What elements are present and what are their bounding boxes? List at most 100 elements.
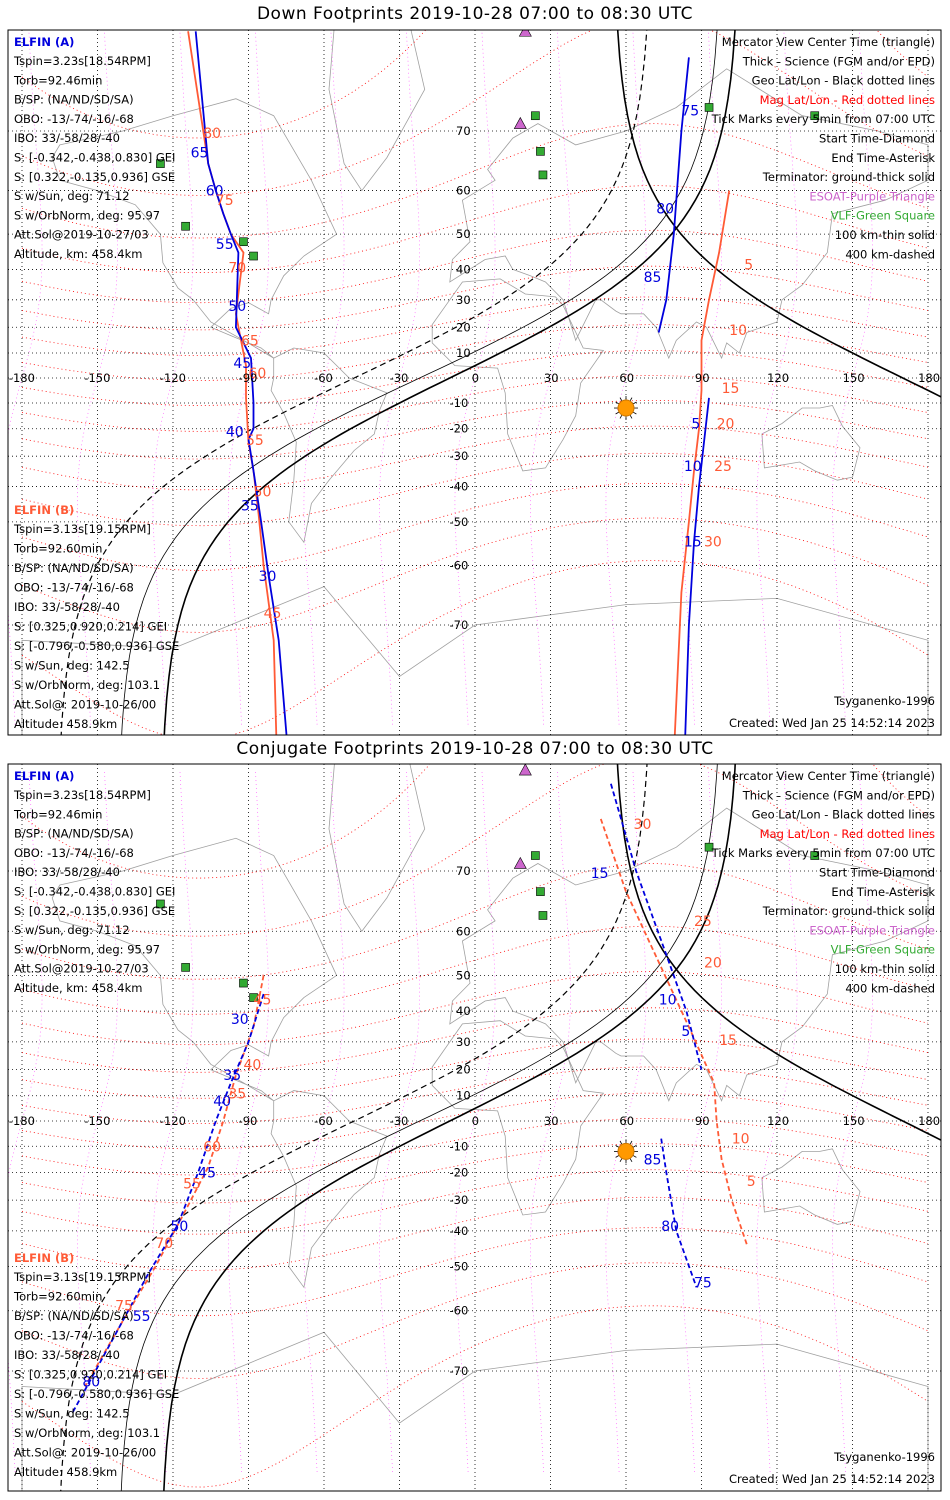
lat-tick-label: -30 (450, 449, 469, 463)
legend-item: Start Time-Diamond (819, 132, 935, 146)
track-label-b: 5 (747, 1174, 756, 1190)
legend-item: Thick - Science (FGM and/or EPD) (742, 54, 935, 68)
lon-tick-label: -120 (160, 1114, 186, 1128)
coastline (431, 278, 605, 472)
track-label-b: 60 (203, 1139, 221, 1155)
legend-item: 100 km-thin solid (835, 228, 935, 242)
vlf-station-icon (249, 251, 258, 261)
mag-meridian (681, 769, 722, 1473)
track-label-b: 75 (115, 1299, 133, 1315)
lon-tick-label: 60 (619, 1114, 634, 1128)
legend-item: Terminator: ground-thick solid (762, 170, 935, 184)
vlf-station-icon (181, 963, 190, 972)
elfin-a-info-line: OBO: -13/-74/-16/-68 (14, 846, 134, 860)
model-label: Tsyganenko-1996 (833, 694, 935, 708)
elfin-b-info-line: S w/Sun, deg: 142.5 (14, 1407, 130, 1421)
track-label-b: 70 (155, 1236, 173, 1252)
mag-meridian (228, 769, 269, 1473)
mag-meridian (832, 31, 873, 725)
vlf-station-icon (181, 221, 190, 231)
mag-parallel (21, 1118, 929, 1176)
vlf-station-icon (156, 159, 165, 168)
coastline (21, 1331, 929, 1491)
vlf-station-icon (249, 993, 258, 1002)
mag-parallel (21, 482, 929, 571)
track-label-a: 5 (691, 417, 700, 433)
lon-tick-label: 120 (767, 371, 789, 385)
track-label-b: 45 (254, 992, 272, 1008)
lon-tick-label: 60 (619, 371, 634, 385)
created-timestamp: Created: Wed Jan 25 14:52:14 2023 (729, 1472, 935, 1486)
elfin-a-info-line: OBO: -13/-74/-16/-68 (14, 112, 134, 126)
vlf-station-icon (239, 978, 248, 988)
mag-parallel (21, 425, 929, 491)
lon-tick-label: -60 (314, 371, 333, 385)
track-label-a: 75 (681, 104, 699, 120)
legend-item: 100 km-thin solid (835, 962, 935, 976)
track-label-a: 35 (241, 499, 259, 515)
lat-tick-label: -50 (450, 515, 469, 529)
track-label-a: 60 (206, 183, 224, 199)
lat-tick-label: 30 (456, 1035, 471, 1049)
elfin-a-header: ELFIN (A) (14, 769, 74, 783)
mag-meridian (756, 769, 798, 1473)
mag-meridian (152, 769, 194, 1473)
track-elfin-a (610, 783, 703, 1070)
track-label-a: 75 (694, 1275, 712, 1291)
terminator-100km (120, 764, 718, 1491)
vlf-station-icon (538, 911, 548, 920)
elfin-b-info-line: S w/OrbNorm, deg: 103.1 (14, 1426, 160, 1440)
lon-tick-label: -60 (314, 1114, 333, 1128)
track-elfin-a (684, 397, 710, 735)
coastline (270, 347, 388, 544)
mag-parallel (21, 400, 929, 460)
vlf-station-icon (536, 887, 545, 896)
lat-tick-label: 70 (456, 864, 471, 878)
lat-tick-label: -10 (450, 1139, 469, 1153)
track-label-b: 25 (694, 914, 712, 930)
legend-item: Mercator View Center Time (triangle) (722, 769, 935, 783)
legend: Mercator View Center Time (triangle) Thic… (711, 35, 936, 261)
vlf-station-icon (810, 851, 820, 860)
legend-item: VLF-Green Square (831, 943, 935, 957)
lat-tick-label: 60 (456, 184, 471, 198)
lat-tick-label: -70 (450, 618, 469, 632)
elfin-b-header: ELFIN (B) (14, 1251, 74, 1265)
lon-tick-label: 180 (918, 371, 940, 385)
panel-title-conjugate: Conjugate Footprints 2019-10-28 07:00 to… (236, 739, 714, 759)
elfin-b-info-line: IBO: 33/-58/28/-40 (14, 600, 120, 614)
elfin-a-info-line: B/SP: (NA/ND/SD/SA) (14, 93, 134, 107)
track-label-a: 10 (684, 459, 702, 475)
vlf-station-icon (704, 103, 714, 112)
track-label-a: 10 (659, 992, 677, 1008)
lon-tick-label: -150 (84, 1114, 110, 1128)
elfin-a-info-line: Att.Sol@2019-10-27/03 (14, 228, 149, 242)
track-elfin-a (660, 1138, 698, 1288)
mag-parallel (21, 350, 929, 406)
lon-tick-label: 0 (472, 1114, 479, 1128)
lat-tick-label: 20 (456, 320, 471, 334)
mag-parallel (21, 265, 929, 331)
track-label-a: 15 (684, 535, 702, 551)
info-elfin-a: ELFIN (A) Tspin=3.23s[18.54RPM] Torb=92.46… (13, 769, 175, 995)
mag-meridian (605, 769, 647, 1473)
lat-tick-label: 70 (456, 124, 471, 138)
track-label-b: 40 (243, 1058, 261, 1074)
elfin-a-info-line: S: [0.322,-0.135,0.936] GSE (14, 904, 175, 918)
mag-meridian (303, 31, 345, 725)
track-label-a: 65 (191, 146, 209, 162)
lat-tick-label: 50 (456, 227, 471, 241)
mag-meridian (303, 769, 345, 1473)
track-label-b: 15 (719, 1033, 737, 1049)
track-label-a: 80 (82, 1374, 100, 1390)
mag-meridian (379, 31, 420, 725)
track-elfin-b (84, 975, 265, 1387)
coastline (761, 405, 861, 481)
lat-tick-label: 10 (456, 346, 471, 360)
legend-item: Thick - Science (FGM and/or EPD) (742, 788, 935, 802)
lon-tick-label: 90 (695, 371, 710, 385)
mag-meridian (530, 769, 571, 1473)
lat-tick-label: -70 (450, 1364, 469, 1378)
track-label-b: 30 (704, 535, 722, 551)
elfin-a-info-line: Altitude, km: 458.4km (14, 981, 142, 995)
